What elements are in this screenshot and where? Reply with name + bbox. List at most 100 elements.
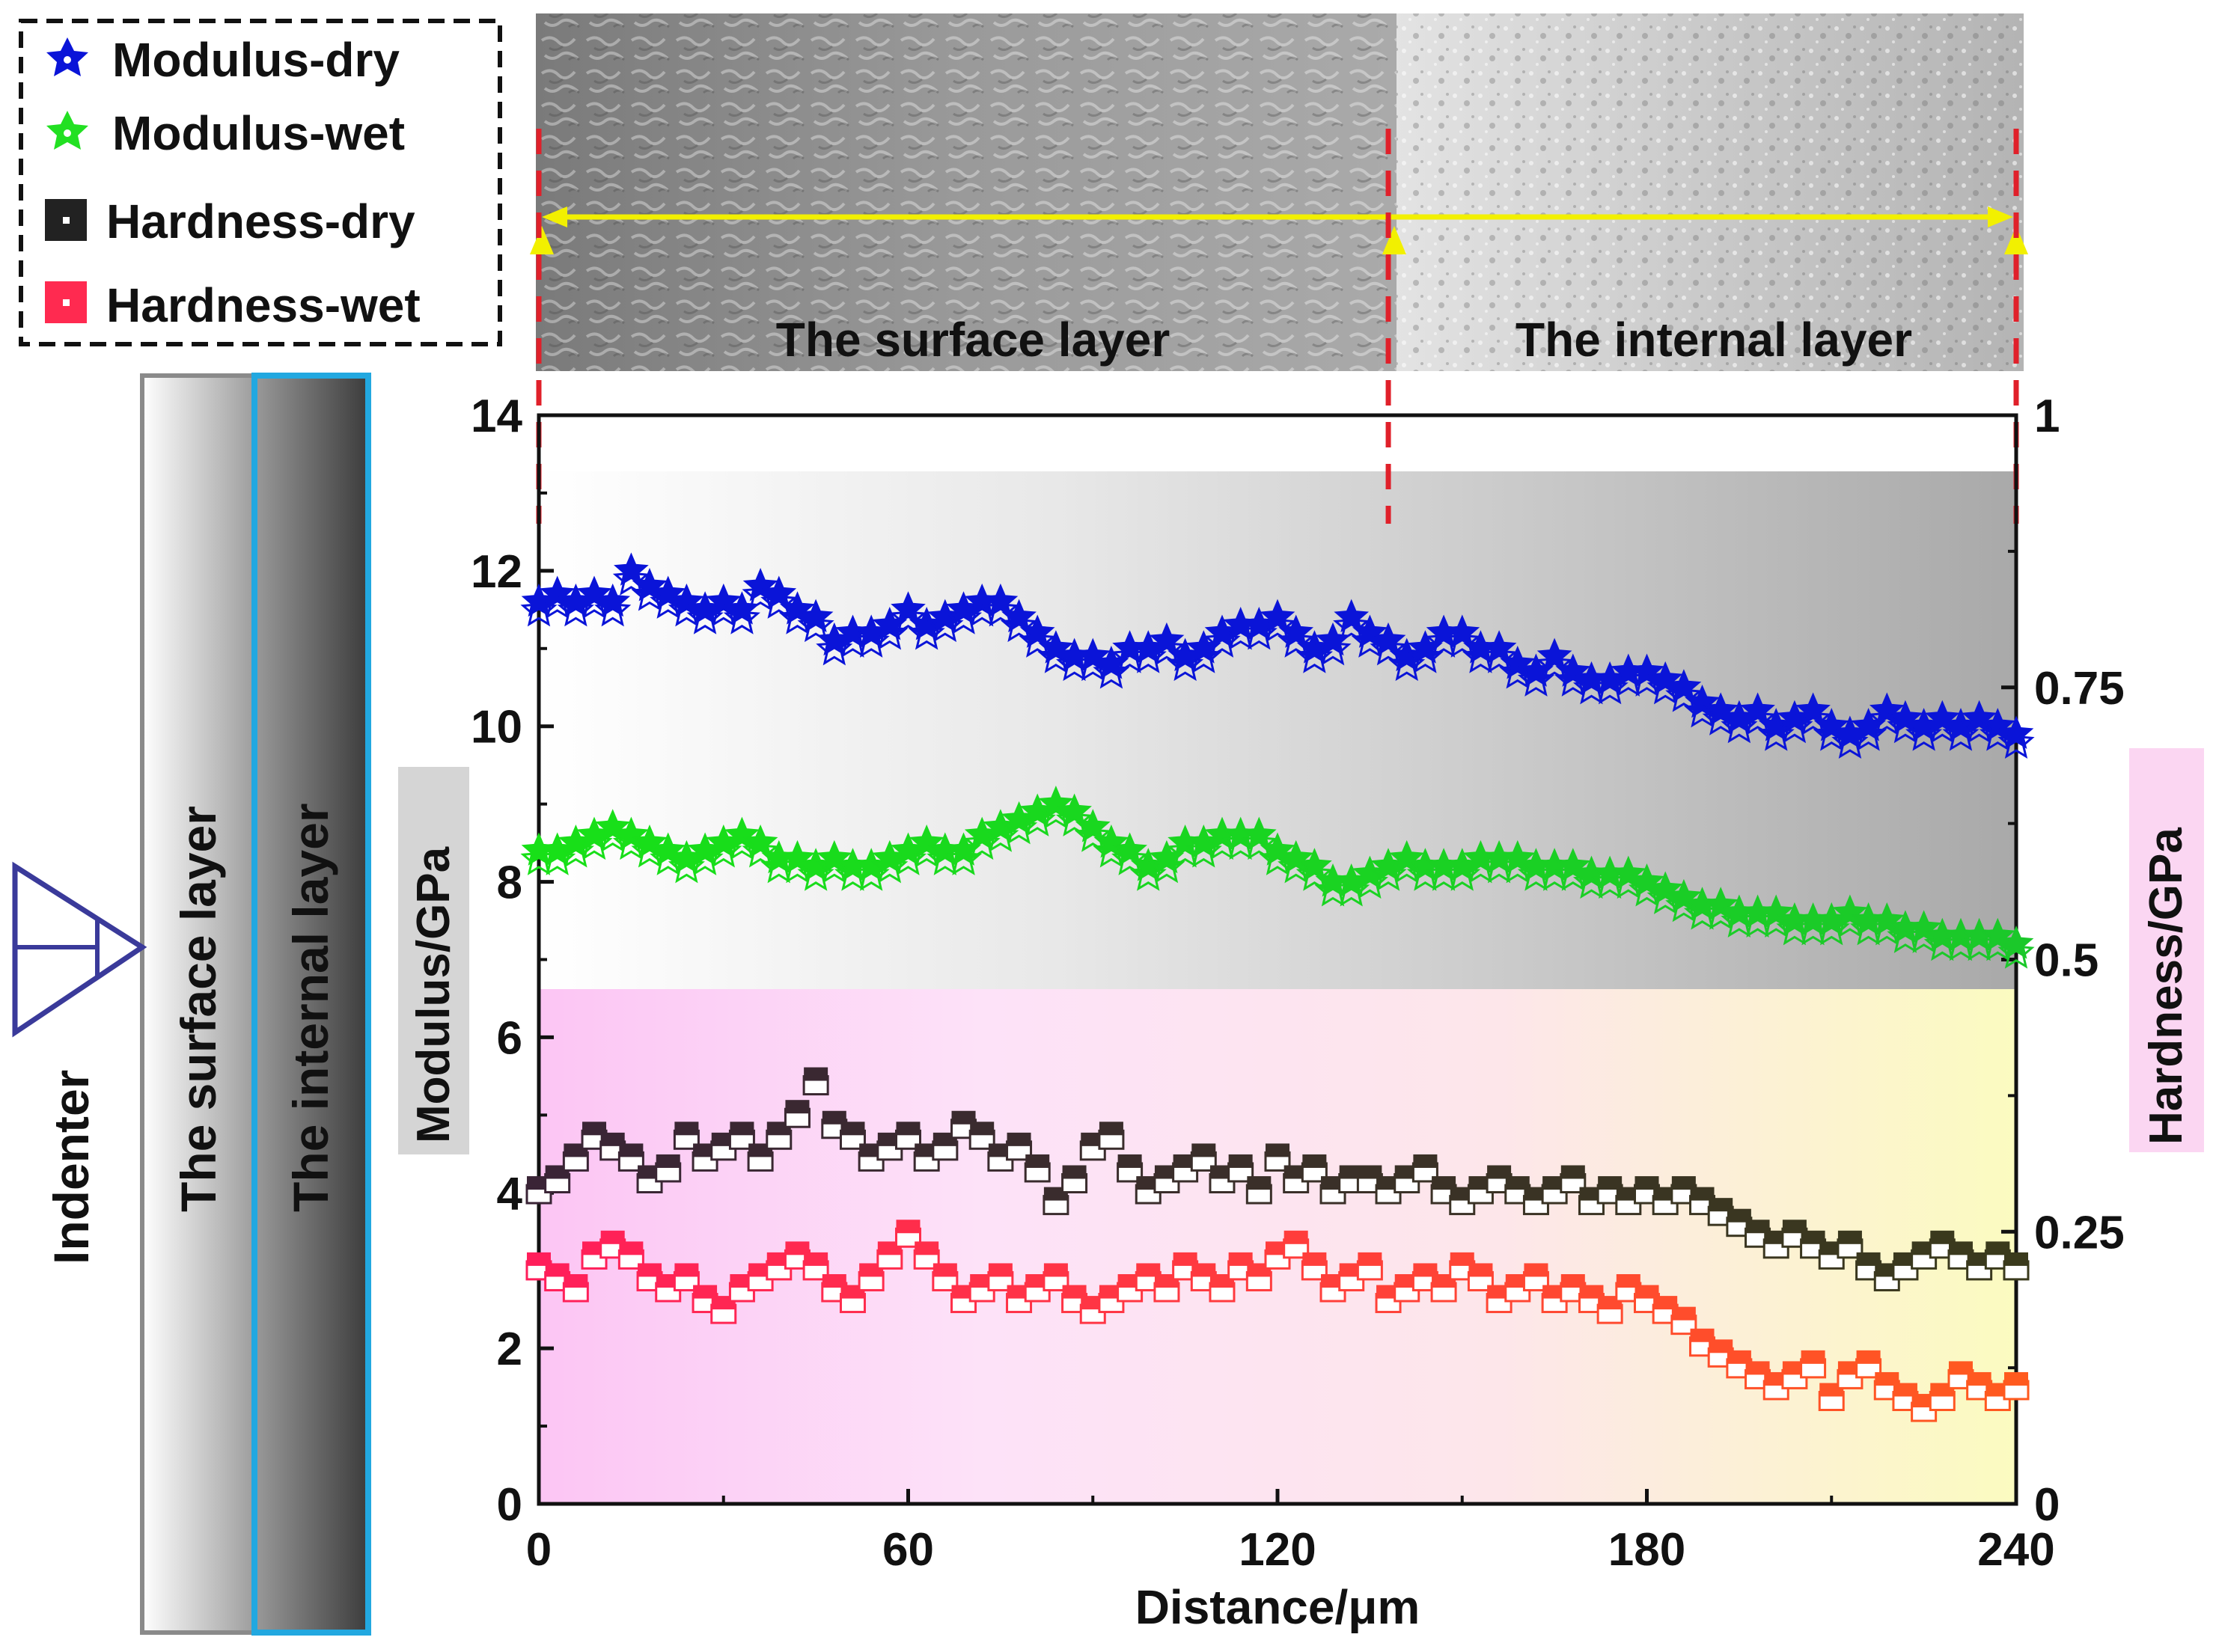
data-point (1000, 607, 1038, 643)
data-point (1671, 1176, 1696, 1190)
data-point (1370, 622, 1406, 656)
data-point (1112, 832, 1147, 866)
data-point (1413, 1154, 1438, 1168)
data-point (1856, 1350, 1881, 1364)
data-marks (520, 552, 2035, 1422)
data-point (896, 1220, 921, 1234)
data-point (1856, 1252, 1881, 1266)
data-point (742, 825, 778, 858)
data-point (1295, 855, 1333, 891)
data-point (1468, 1263, 1493, 1277)
data-point (785, 1241, 810, 1255)
data-point (1634, 1285, 1659, 1299)
data-point (1007, 1132, 1031, 1146)
data-point (1043, 1263, 1068, 1277)
data-point (1665, 676, 1703, 712)
data-point (1666, 669, 1702, 703)
legend-label: Modulus-dry (112, 33, 400, 87)
data-point (656, 1154, 680, 1168)
y-axis-left: 0 2 4 6 8 10 12 14 (471, 391, 554, 1531)
data-point (1967, 1371, 1991, 1386)
data-point (1616, 1274, 1640, 1288)
data-point (1998, 715, 2034, 749)
data-point (614, 552, 649, 586)
data-point (1278, 614, 1314, 648)
schematic-internal-label: The internal layer (283, 803, 338, 1212)
data-point (1019, 622, 1056, 658)
data-point (1801, 1230, 1825, 1244)
data-point (1709, 1339, 1733, 1353)
internal-layer-block (251, 373, 371, 1636)
data-point (1260, 599, 1295, 633)
data-point (1191, 1263, 1216, 1277)
data-point (1259, 607, 1296, 643)
data-point (988, 1263, 1013, 1277)
data-point (1653, 1296, 1678, 1310)
data-point (1117, 1154, 1142, 1168)
data-point (1930, 1230, 1955, 1244)
data-point (1997, 933, 2035, 969)
indenter-label: Indenter (43, 1070, 99, 1264)
data-point (582, 1122, 607, 1136)
data-point (564, 1274, 588, 1288)
data-point (1001, 599, 1037, 633)
data-point (1136, 1263, 1161, 1277)
data-point (896, 1122, 921, 1136)
y-tick-label: 0 (497, 1479, 522, 1531)
data-point (1480, 637, 1518, 673)
data-point (1278, 622, 1315, 658)
data-point (527, 1252, 551, 1266)
data-point (1314, 630, 1352, 666)
data-point (1948, 1361, 1973, 1375)
y2-tick-label: 0.5 (2034, 935, 2099, 987)
ylabel-box (398, 767, 469, 1154)
y2-tick-label: 0.25 (2034, 1207, 2125, 1258)
data-point (1247, 1176, 1272, 1190)
data-point (1998, 926, 2034, 959)
sem-surface-label: The surface layer (776, 313, 1170, 367)
data-point (1560, 1165, 1585, 1179)
data-point (1893, 1383, 1917, 1397)
data-point (1334, 599, 1370, 633)
data-point (1074, 816, 1111, 852)
data-point (1296, 848, 1332, 881)
data-point (1228, 1154, 1253, 1168)
data-point (1266, 1143, 1289, 1157)
data-point (1191, 1143, 1216, 1157)
data-point (1985, 1241, 2010, 1255)
data-point (1358, 1165, 1382, 1179)
data-point (638, 1263, 662, 1277)
x-tick-label: 180 (1608, 1524, 1685, 1576)
data-point (1019, 614, 1055, 648)
data-point (1358, 1252, 1382, 1266)
data-point (797, 607, 834, 643)
data-point (804, 1252, 828, 1266)
x-tick-label: 240 (1977, 1524, 2054, 1576)
data-point (933, 1263, 957, 1277)
schematic-surface-label: The surface layer (171, 806, 226, 1212)
sem-image: The surface layer The internal layer (530, 13, 2028, 371)
y-tick-label: 14 (471, 391, 522, 442)
data-point (1536, 637, 1572, 672)
legend-item-modulus-dry: Modulus-dry (46, 33, 400, 87)
data-point (1560, 1274, 1585, 1288)
data-point (983, 583, 1019, 617)
y-tick-label: 4 (497, 1168, 523, 1220)
y-tick-label: 6 (497, 1012, 522, 1064)
data-point (1093, 653, 1130, 689)
data-point (1149, 622, 1185, 656)
data-point (889, 599, 927, 634)
data-point (1057, 793, 1092, 827)
data-point (1302, 1154, 1327, 1168)
data-point (1795, 700, 1832, 735)
data-point (1315, 622, 1351, 656)
data-point (1228, 1252, 1253, 1266)
data-point (1444, 622, 1481, 658)
marker-triangle (530, 226, 554, 254)
data-point (595, 583, 631, 617)
y2-tick-label: 0 (2034, 1479, 2060, 1531)
data-point (798, 599, 834, 633)
data-point (1727, 1208, 1751, 1223)
y2-axis-title: Hardness/GPa (2140, 827, 2192, 1145)
